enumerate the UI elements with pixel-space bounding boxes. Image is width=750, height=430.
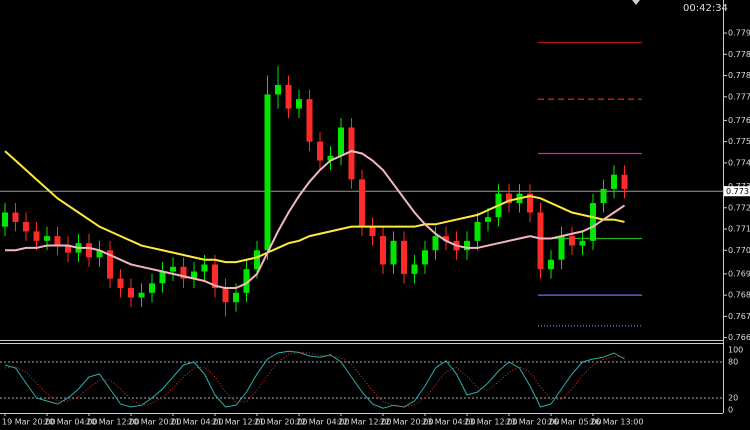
- scroll-marker: [632, 0, 640, 5]
- candle-body: [128, 288, 134, 298]
- candle-body: [558, 236, 565, 260]
- candle-body: [327, 155, 334, 161]
- candle-body: [600, 188, 607, 204]
- y-tick-label: 0.7743: [728, 158, 750, 167]
- y-tick-label: 0.7798: [728, 29, 750, 38]
- y-tick-label: 100: [728, 346, 743, 355]
- candle-body: [390, 240, 397, 265]
- candle-body: [338, 127, 344, 156]
- x-tick-label: 22 Mar 20:00: [380, 418, 433, 427]
- candle-body: [191, 271, 197, 279]
- candle-body: [422, 250, 428, 265]
- candle-body: [464, 240, 470, 251]
- candle-body: [149, 283, 155, 293]
- candle-body: [86, 243, 92, 258]
- y-tick-label: 0.7752: [728, 137, 750, 146]
- candle-body: [317, 141, 323, 161]
- candle-body: [411, 264, 418, 274]
- y-tick-label: 0.7771: [728, 92, 750, 101]
- candle-body: [159, 271, 166, 284]
- y-tick-label: 0.7706: [728, 246, 750, 255]
- candle-body: [117, 278, 124, 289]
- x-tick-label: 22 Mar 04:00: [296, 418, 349, 427]
- y-tick-label: 0.7687: [728, 291, 750, 300]
- y-tick-label: 0.7724: [728, 203, 750, 212]
- candle-body: [285, 85, 292, 109]
- candle-body: [44, 236, 50, 241]
- candle-body: [254, 250, 260, 270]
- candle-body: [590, 203, 596, 241]
- candle-body: [96, 250, 103, 258]
- y-tick-label: 0.7789: [728, 50, 750, 59]
- candle-body: [380, 236, 386, 265]
- y-tick-label: 20: [728, 394, 738, 403]
- candle-body: [443, 236, 449, 241]
- candle-body: [401, 240, 407, 274]
- candle-body: [611, 174, 617, 189]
- x-tick-label: 22 Mar 12:00: [338, 418, 391, 427]
- candle-body: [275, 85, 281, 95]
- moving-average: [4, 150, 625, 264]
- candle-body: [369, 226, 376, 237]
- y-tick-label: 0.7696: [728, 269, 750, 278]
- candle-body: [243, 269, 250, 293]
- candle-body: [12, 212, 19, 222]
- candle-body: [432, 236, 439, 251]
- oscillator-line: [4, 350, 625, 409]
- candle-body: [212, 264, 218, 289]
- y-tick-label: 80: [728, 358, 738, 367]
- candle-body: [506, 193, 512, 204]
- x-tick-label: 21 Mar 20:00: [254, 418, 307, 427]
- moving-average: [5, 150, 626, 290]
- x-tick-label: 26 Mar 05:00: [548, 418, 601, 427]
- current-price-box: [724, 186, 750, 197]
- candle-body: [527, 193, 533, 213]
- x-tick-label: 23 Mar 04:00: [422, 418, 475, 427]
- x-tick-label: 21 Mar 12:00: [212, 418, 265, 427]
- candle-body: [569, 236, 575, 246]
- candle-body: [65, 245, 71, 253]
- candle-body: [348, 127, 355, 180]
- candle-body: [138, 292, 145, 298]
- candle-body: [54, 236, 61, 246]
- y-tick-label: 0.7678: [728, 312, 750, 321]
- candle-body: [170, 266, 176, 272]
- x-tick-label: 21 Mar 04:00: [170, 418, 223, 427]
- candle-body: [621, 174, 628, 189]
- x-tick-label: 23 Mar 20:00: [506, 418, 559, 427]
- candle-body: [548, 259, 554, 270]
- oscillator-line: [4, 351, 625, 408]
- x-tick-label: 23 Mar 12:00: [464, 418, 517, 427]
- x-tick-label: 20 Mar 20:00: [128, 418, 181, 427]
- current-price-label: 0.7731: [726, 187, 750, 196]
- candle-body: [33, 231, 40, 241]
- candle-body: [359, 179, 365, 227]
- candle-body: [2, 212, 8, 227]
- candle-body: [23, 221, 29, 232]
- y-tick-label: 0.7715: [728, 225, 750, 234]
- y-tick-label: 0.7669: [728, 333, 750, 342]
- candle-body: [474, 221, 481, 241]
- candle-body: [264, 94, 271, 251]
- candle-body: [537, 212, 544, 270]
- x-tick-label: 20 Mar 12:00: [86, 418, 139, 427]
- candle-body: [222, 288, 229, 303]
- candle-body: [306, 99, 313, 142]
- y-tick-label: 0.7761: [728, 116, 750, 125]
- candle-body: [485, 217, 491, 222]
- clock: 00:42:34: [683, 3, 728, 14]
- candle-body: [180, 266, 187, 279]
- candle-body: [201, 264, 208, 272]
- x-tick-label: 19 Mar 20:00: [2, 418, 55, 427]
- candle-body: [107, 250, 113, 279]
- candle-body: [296, 99, 302, 109]
- x-tick-label: 20 Mar 04:00: [44, 418, 97, 427]
- candle-body: [233, 292, 239, 303]
- x-tick-label: 26 Mar 13:00: [590, 418, 643, 427]
- y-tick-label: 0: [728, 406, 733, 415]
- candle-body: [579, 240, 586, 246]
